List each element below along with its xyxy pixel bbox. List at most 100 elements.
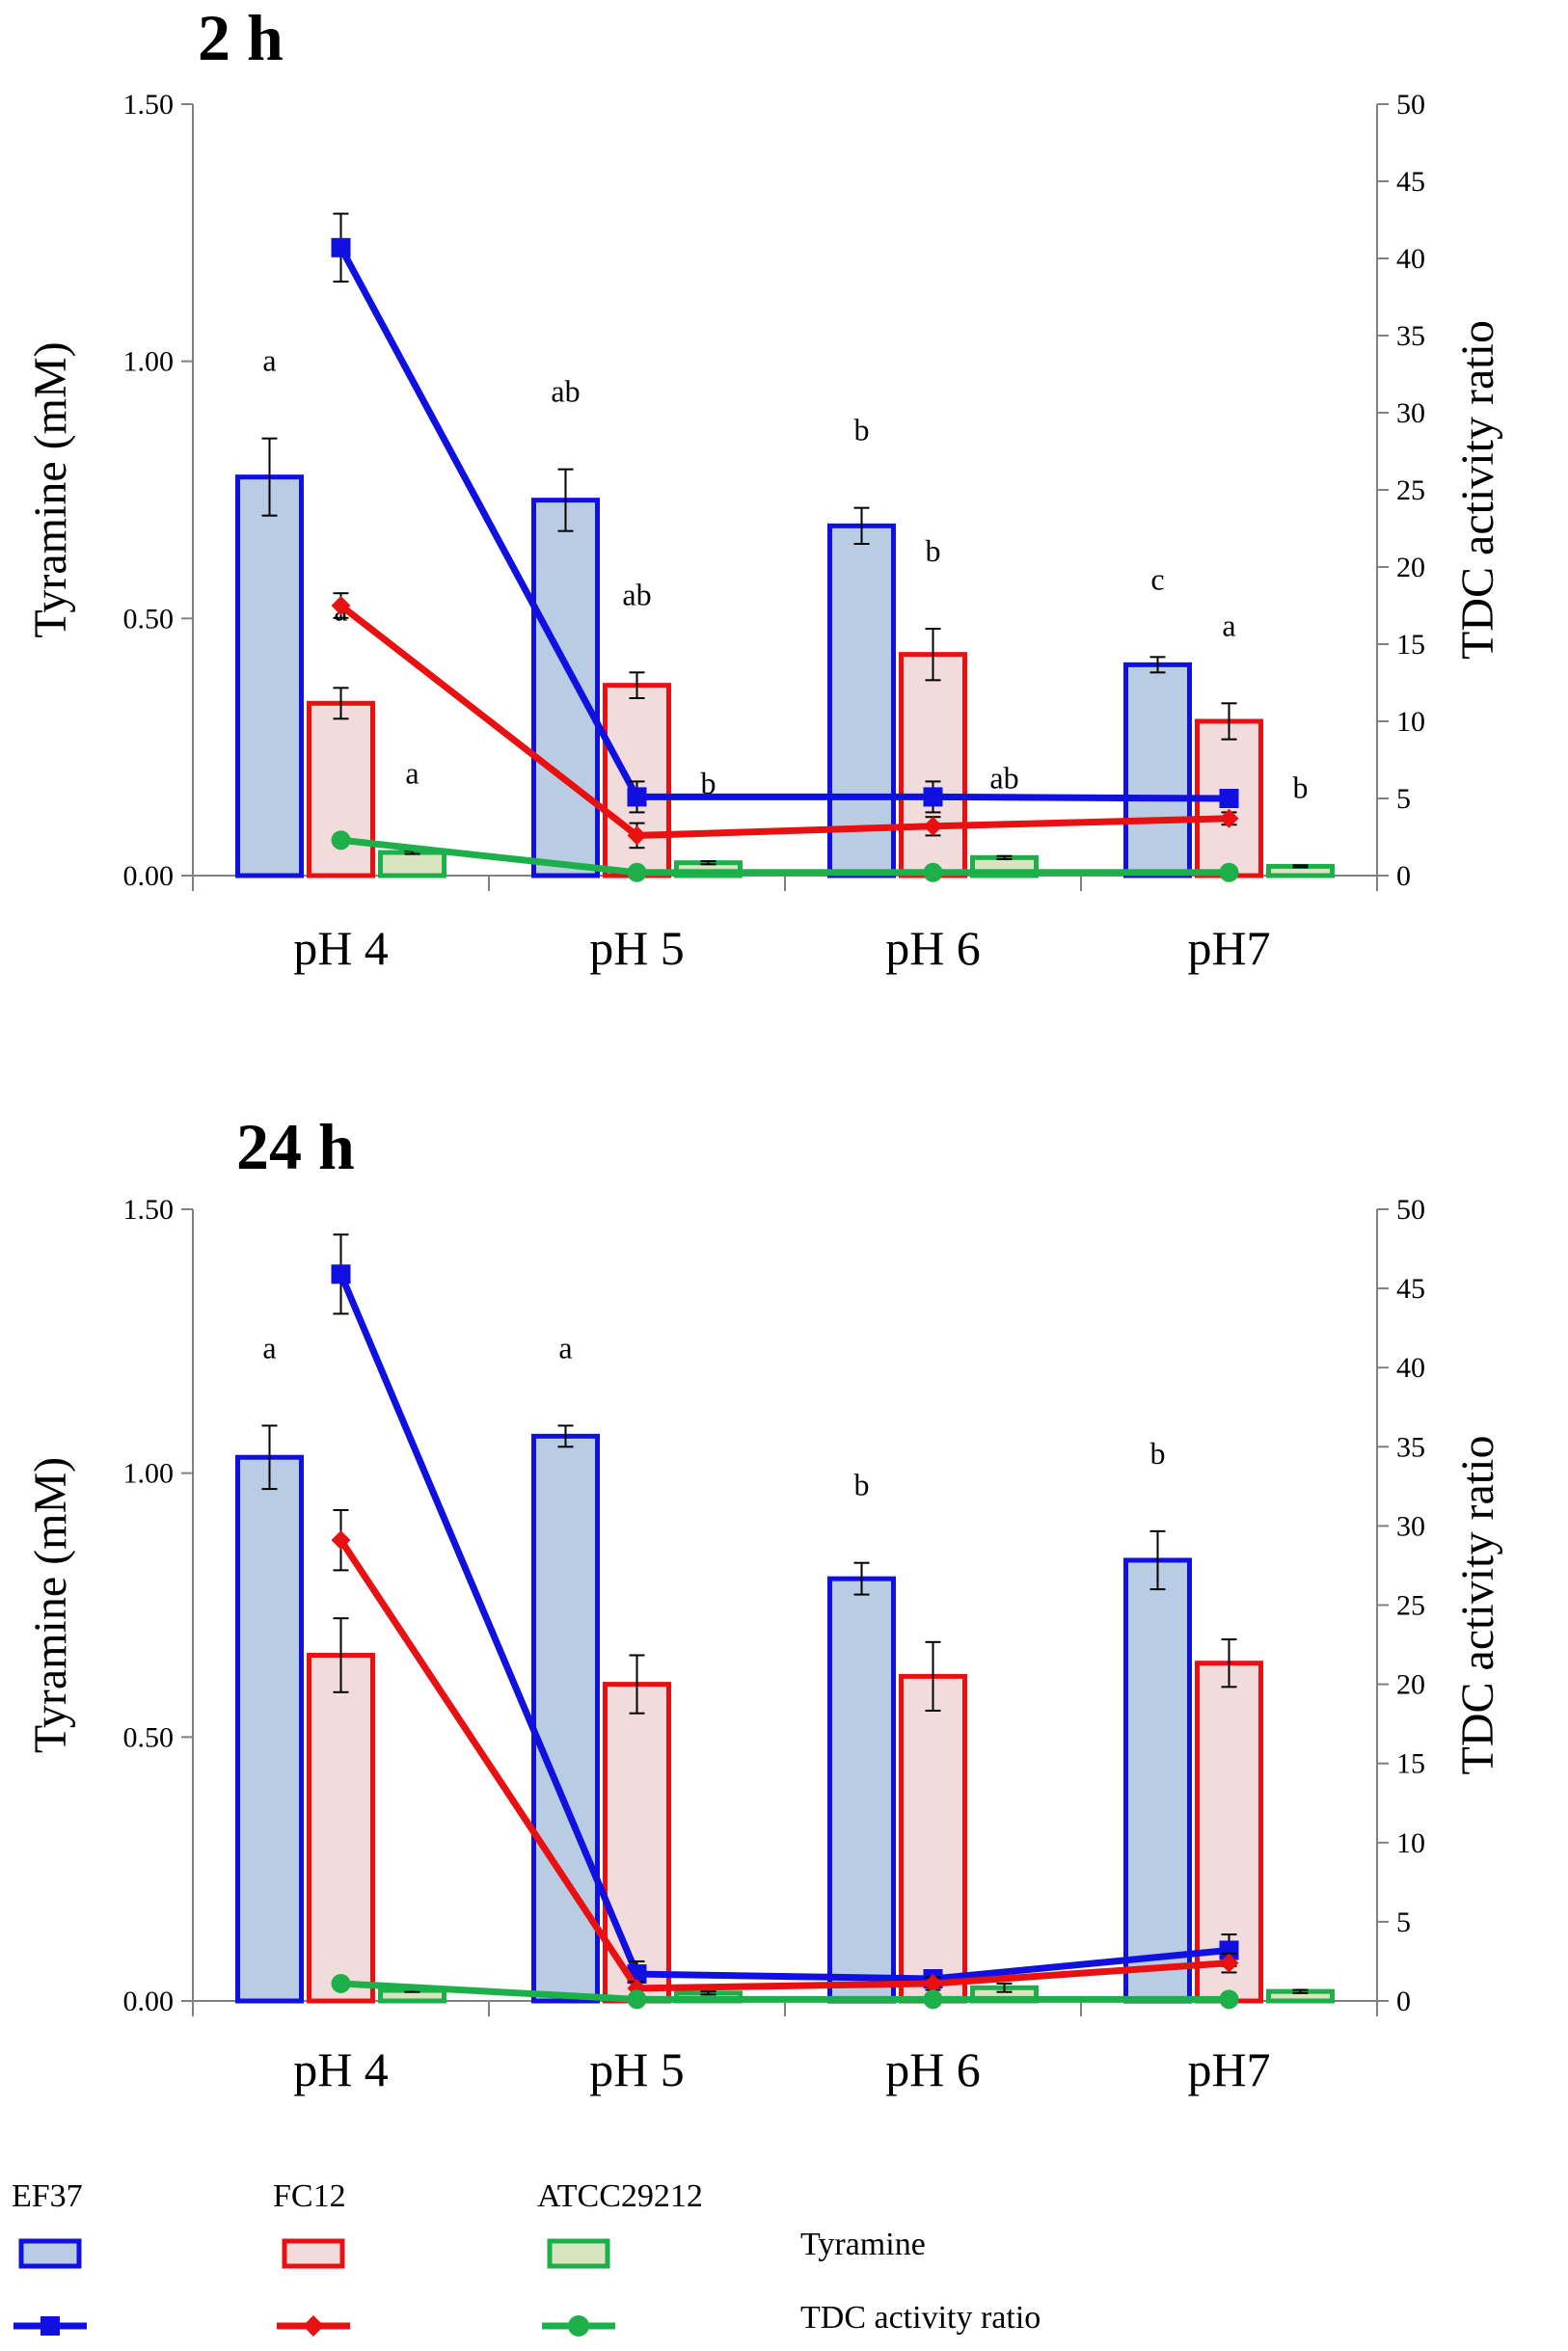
significance-label: b <box>1293 770 1309 804</box>
y2-tick-label: 10 <box>1396 706 1425 738</box>
bar-ef37-ph7 <box>1123 1557 1192 2004</box>
tdc-line-atcc29212 <box>340 836 1230 877</box>
y2-tick-label: 35 <box>1396 1431 1425 1463</box>
tdc-line-ef37 <box>338 1272 1230 1983</box>
significance-label: ab <box>989 761 1018 796</box>
significance-label: ab <box>622 577 651 611</box>
legend-bar-swatch-atcc29212 <box>547 2238 610 2269</box>
bar-fc12-ph-6 <box>899 1673 967 2004</box>
tdc-line-fc12 <box>338 603 1230 839</box>
y-axis-label: Tyramine (mM) <box>25 1457 76 1753</box>
tdc-point-ef37-ph-5 <box>627 787 647 807</box>
tdc-point-fc12-ph7 <box>1219 1953 1239 1973</box>
bar-fc12-ph-6 <box>899 652 967 878</box>
tdc-point-atcc29212-ph7 <box>1219 862 1239 882</box>
tdc-line-ef37 <box>338 246 1230 802</box>
significance-label: b <box>854 1468 870 1502</box>
tdc-point-fc12-ph-4 <box>331 596 351 615</box>
y2-tick-label: 10 <box>1396 1827 1425 1859</box>
y2-tick-label: 30 <box>1396 1510 1425 1542</box>
y-tick-label: 0.50 <box>123 603 175 635</box>
bar-ef37-ph-4 <box>235 1454 304 2004</box>
y-tick-label: 1.00 <box>123 1458 175 1490</box>
tdc-point-ef37-ph7 <box>1219 1940 1239 1960</box>
tdc-point-atcc29212-ph-5 <box>627 862 647 882</box>
y2-tick-label: 5 <box>1396 1906 1411 1938</box>
tdc-point-ef37-ph7 <box>1219 789 1239 808</box>
significance-label: a <box>262 343 276 378</box>
significance-label: a <box>558 1330 572 1365</box>
tdc-point-atcc29212-ph-6 <box>923 1989 943 2010</box>
y2-tick-label: 25 <box>1396 1590 1425 1622</box>
tdc-line-atcc29212 <box>340 1980 1230 2003</box>
legend-marks <box>14 2238 615 2337</box>
chart-panel-2h: 2 h 0.00 0.50 1.00 1.50 0 5 10 15 20 25 30 35 40 45 50 p… <box>25 1 1503 975</box>
tdc-point-fc12-ph-5 <box>627 825 647 846</box>
y-tick-label: 1.50 <box>123 1194 175 1226</box>
tdc-point-ef37-ph-4 <box>331 237 351 257</box>
legend-marker-atcc29212 <box>568 2315 589 2337</box>
x-tick-label-ph-5: pH 5 <box>589 2042 685 2096</box>
y-tick-label: 0.00 <box>123 860 175 892</box>
y2-tick-label: 15 <box>1396 1748 1425 1780</box>
significance-label: a <box>1222 608 1235 642</box>
y2-tick-label: 50 <box>1396 1194 1425 1226</box>
bar-ef37-ph-5 <box>531 498 600 878</box>
legend-tyramine-label: Tyramine <box>800 2227 926 2262</box>
bar-ef37-ph-6 <box>827 1576 896 2004</box>
tdc-point-fc12-ph-6 <box>923 816 943 836</box>
significance-label: c <box>1150 561 1164 596</box>
significance-label: b <box>926 533 941 568</box>
y2-tick-label: 15 <box>1396 629 1425 661</box>
y2-tick-label: 5 <box>1396 783 1411 815</box>
legend-marker-ef37 <box>41 2316 60 2336</box>
tdc-point-ef37-ph-4 <box>331 1264 351 1284</box>
tdc-point-ef37-ph-6 <box>923 787 943 807</box>
tdc-point-fc12-ph-4 <box>331 1530 351 1551</box>
x-tick-label-ph7: pH7 <box>1187 2042 1270 2096</box>
y2-tick-label: 45 <box>1396 1273 1425 1305</box>
y2-tick-label: 45 <box>1396 166 1425 198</box>
legend-tdc-label: TDC activity ratio <box>800 2300 1041 2336</box>
legend-strain-ef37: EF37 <box>12 2178 83 2214</box>
tdc-point-fc12-ph7 <box>1219 808 1239 828</box>
y2-tick-label: 0 <box>1396 860 1411 892</box>
tdc-point-atcc29212-ph-5 <box>627 1989 647 2010</box>
bar-fc12-ph-4 <box>307 1652 375 2004</box>
legend-strain-fc12: FC12 <box>273 2178 346 2214</box>
x-tick-label-ph-6: pH 6 <box>885 2042 981 2096</box>
chart-panel-24h: 24 h 0.00 0.50 1.00 1.50 0 5 10 15 20 25 30 35 40 45 50… <box>25 1110 1503 2096</box>
legend: EF37 FC12 ATCC29212 Tyramine TDC activit… <box>12 2178 1041 2337</box>
legend-strain-atcc29212: ATCC29212 <box>537 2178 703 2214</box>
y2-tick-label: 30 <box>1396 397 1425 429</box>
y-axis-label: Tyramine (mM) <box>25 341 76 637</box>
bar-ef37-ph-6 <box>827 523 896 878</box>
legend-bar-swatch-ef37 <box>18 2238 82 2269</box>
y2-axis-label: TDC activity ratio <box>1452 320 1503 660</box>
y-tick-label: 1.00 <box>123 346 175 378</box>
bar-atcc29212-ph-4 <box>378 850 446 878</box>
significance-label: a <box>262 1330 276 1365</box>
significance-label: b <box>1150 1436 1166 1471</box>
y2-tick-label: 35 <box>1396 320 1425 352</box>
y2-tick-label: 40 <box>1396 243 1425 275</box>
y2-tick-label: 20 <box>1396 1669 1425 1701</box>
bar-ef37-ph-4 <box>235 474 304 878</box>
bar-ef37-ph7 <box>1123 662 1192 878</box>
y2-tick-label: 25 <box>1396 474 1425 506</box>
chart-title: 24 h <box>236 1110 355 1183</box>
significance-label: ab <box>551 374 580 409</box>
y2-axis-label: TDC activity ratio <box>1452 1436 1503 1775</box>
significance-label: a <box>405 755 419 790</box>
y2-tick-label: 20 <box>1396 552 1425 583</box>
x-tick-label-ph-6: pH 6 <box>885 921 981 975</box>
significance-label: b <box>701 766 716 800</box>
x-tick-label-ph-5: pH 5 <box>589 921 685 975</box>
legend-marker-fc12 <box>303 2315 324 2337</box>
tdc-point-fc12-ph-6 <box>923 1973 943 1993</box>
x-tick-label-ph-4: pH 4 <box>293 921 389 975</box>
tdc-line-fc12 <box>338 1538 1230 1992</box>
x-tick-label-ph7: pH7 <box>1187 921 1270 975</box>
y2-tick-label: 0 <box>1396 1986 1411 2017</box>
